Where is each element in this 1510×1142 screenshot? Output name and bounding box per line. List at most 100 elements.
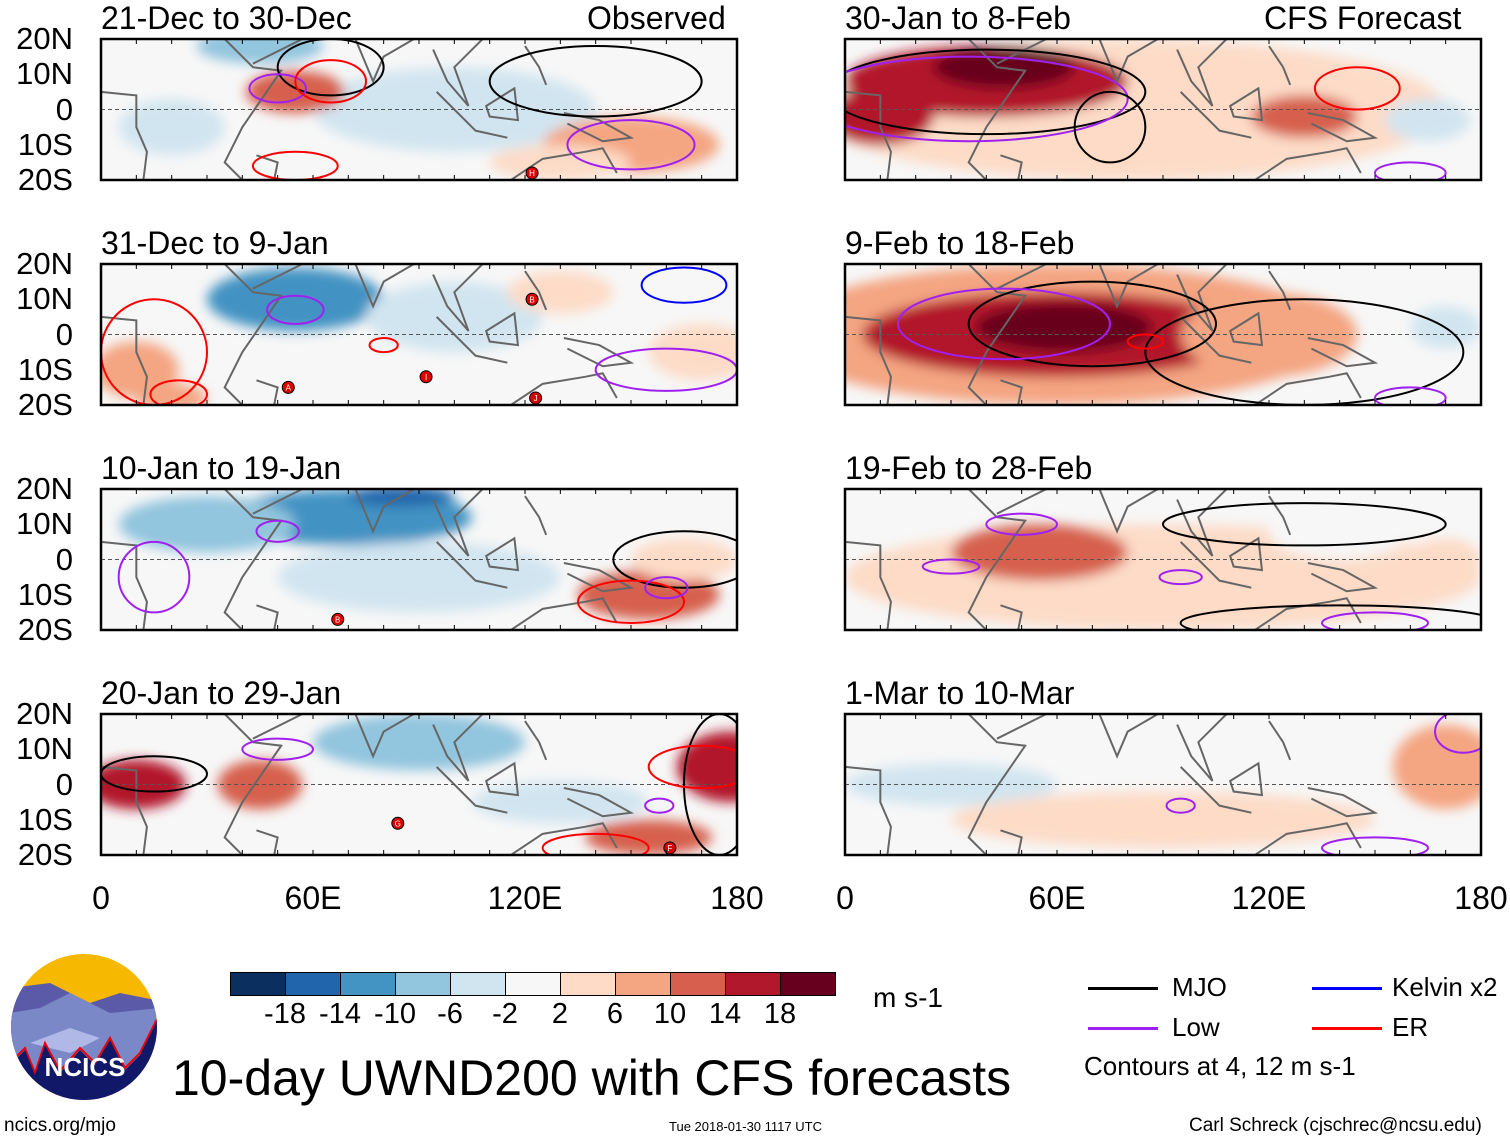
colorbar-swatch <box>725 972 781 996</box>
storm-label: B <box>529 295 534 304</box>
colorbar-swatch <box>395 972 451 996</box>
coastlines <box>101 714 635 855</box>
anomaly-region <box>348 489 455 507</box>
tropical-cyclone-marker: B <box>525 292 539 306</box>
legend-label-er: ER <box>1392 1012 1429 1042</box>
colorbar-swatch <box>340 972 396 996</box>
lat-label: 0 <box>55 316 73 352</box>
mjo-contour <box>612 530 737 589</box>
tropical-cyclone-marker: B <box>331 612 345 626</box>
lon-label: 60E <box>284 880 342 916</box>
mjo-contour <box>967 280 1217 368</box>
map-panel <box>843 487 1483 632</box>
tropical-cyclone-marker: A <box>281 380 295 394</box>
colorbar-swatch <box>670 972 726 996</box>
mjo-contour <box>1073 90 1147 164</box>
lat-label: 20S <box>17 612 73 647</box>
er-contour <box>149 379 208 405</box>
coastlines <box>845 489 1379 630</box>
map-panel: B <box>99 487 739 632</box>
low-contour <box>897 287 1111 361</box>
er-contour <box>541 832 650 855</box>
low-contour <box>248 73 307 104</box>
er-contour <box>251 150 339 180</box>
tropical-cyclone-marker: I <box>419 370 433 384</box>
panel-title: 1-Mar to 10-Mar <box>845 675 1075 711</box>
map-panel <box>843 712 1483 857</box>
lat-label: 20N <box>16 246 73 281</box>
low-contour <box>1434 714 1481 754</box>
anomaly-region <box>1410 538 1481 581</box>
legend-swatch-kelvin <box>1312 987 1382 990</box>
mjo-contour <box>845 48 1147 136</box>
lat-label: 10S <box>17 576 73 612</box>
low-contour <box>644 576 689 600</box>
anomaly-region <box>118 496 296 553</box>
legend-swatch-er <box>1312 1027 1382 1030</box>
lat-label: 20N <box>16 696 73 731</box>
mjo-contour <box>683 714 737 855</box>
lat-label: 0 <box>55 91 73 127</box>
er-contour <box>577 579 685 624</box>
er-contour <box>647 744 737 790</box>
anomaly-region <box>1180 292 1358 377</box>
panel-title: 19-Feb to 28-Feb <box>845 450 1093 486</box>
map-panel <box>843 262 1483 407</box>
tropical-cyclone-marker: J <box>529 391 543 405</box>
coastlines <box>101 39 635 180</box>
anomaly-region <box>951 524 1128 581</box>
anomaly-region <box>1385 98 1471 142</box>
storm-label: G <box>395 819 401 828</box>
ncics-logo: NCICS <box>11 954 157 1100</box>
lat-label: 10N <box>16 281 73 317</box>
er-contour <box>1126 333 1165 350</box>
colorbar-tick-label: -2 <box>492 998 518 1030</box>
lon-label: 180 <box>1454 880 1508 916</box>
low-contour <box>566 119 696 171</box>
anomaly-region <box>1251 95 1358 138</box>
colorbar-swatch <box>230 972 286 996</box>
site-link[interactable]: ncics.org/mjo <box>4 1115 116 1136</box>
observed-label: Observed <box>587 0 726 36</box>
colorbar-tick-label: -18 <box>264 998 306 1030</box>
er-contour <box>368 337 399 354</box>
panel-title: 30-Jan to 8-Feb <box>845 0 1071 36</box>
panel-title: 10-Jan to 19-Jan <box>101 450 342 486</box>
anomaly-region <box>951 791 1375 848</box>
legend-label-low: Low <box>1172 1012 1220 1042</box>
storm-label: J <box>534 394 538 403</box>
lat-label: 20S <box>17 387 73 422</box>
low-contour <box>1374 161 1447 180</box>
low-contour <box>117 540 191 614</box>
low-contour <box>644 797 675 814</box>
map-panel: B I A J <box>99 262 739 407</box>
storm-label: H <box>529 169 535 178</box>
low-contour <box>255 519 300 543</box>
lat-label: 20N <box>16 471 73 506</box>
legend-label-kelvin: Kelvin x2 <box>1392 972 1498 1002</box>
anomaly-region <box>207 267 384 331</box>
anomaly-region <box>217 759 303 810</box>
lat-label: 20S <box>17 162 73 197</box>
colorbar-tick-label: 18 <box>763 998 797 1030</box>
colorbar-swatch <box>285 972 341 996</box>
anomaly-region <box>648 323 737 381</box>
anomaly-region <box>1392 724 1481 810</box>
low-contour <box>1158 569 1203 586</box>
colorbar-tick-label: 2 <box>551 998 569 1030</box>
panel-title: 31-Dec to 9-Jan <box>101 225 329 261</box>
coastlines <box>101 264 635 405</box>
lon-label: 120E <box>487 880 563 916</box>
lat-label: 10N <box>16 506 73 542</box>
mjo-contour <box>1144 298 1465 405</box>
lon-label: 0 <box>836 880 854 916</box>
legend-swatch-mjo <box>1088 987 1158 990</box>
author-credit: Carl Schreck (cjschrec@ncsu.edu) <box>1189 1115 1482 1136</box>
er-contour <box>101 298 208 405</box>
colorbar-swatch <box>450 972 506 996</box>
low-contour <box>241 737 315 761</box>
figure-title: 10-day UWND200 with CFS forecasts <box>172 1050 1012 1106</box>
map-panel <box>843 37 1483 182</box>
panel-title: 9-Feb to 18-Feb <box>845 225 1075 261</box>
map-panel: H <box>99 37 739 182</box>
